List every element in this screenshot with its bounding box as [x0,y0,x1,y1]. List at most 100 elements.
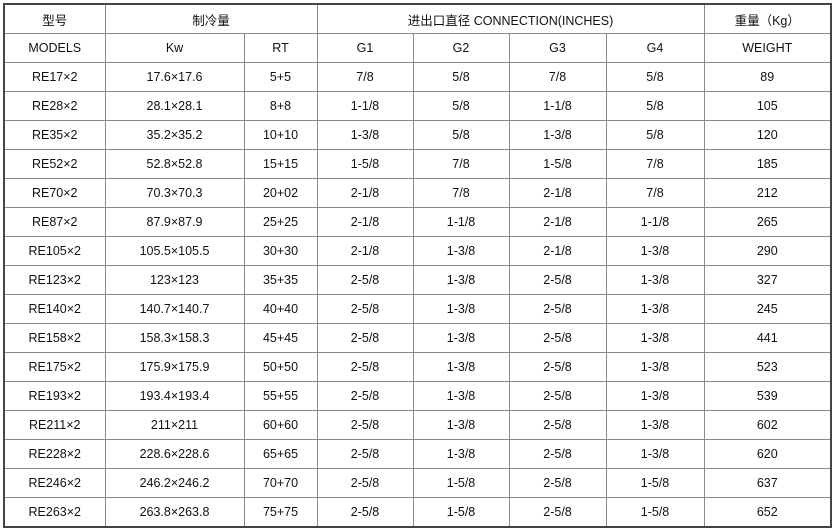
cell-g2: 1-3/8 [412,410,510,440]
cell-model: RE52×2 [3,149,106,179]
cell-g1: 2-1/8 [316,178,414,208]
cell-g4: 1-1/8 [605,207,705,237]
cell-g1: 2-5/8 [316,323,414,353]
header-capacity: 制冷量 [104,3,318,34]
cell-g3: 2-5/8 [508,439,607,469]
cell-g2: 5/8 [412,91,510,121]
cell-kw: 211×211 [104,410,245,440]
cell-weight: 89 [703,62,832,92]
header-g3: G3 [508,33,607,63]
cell-rt: 65+65 [243,439,318,469]
cell-weight: 290 [703,236,832,266]
cell-g1: 7/8 [316,62,414,92]
cell-g1: 1-3/8 [316,120,414,150]
cell-g4: 1-3/8 [605,265,705,295]
table-row: RE105×2 105.5×105.5 30+30 2-1/8 1-3/8 2-1/8 1-… [3,236,832,266]
header-g4: G4 [605,33,705,63]
cell-model: RE211×2 [3,410,106,440]
cell-g2: 1-5/8 [412,497,510,528]
cell-rt: 8+8 [243,91,318,121]
cell-rt: 25+25 [243,207,318,237]
cell-weight: 620 [703,439,832,469]
cell-g2: 1-3/8 [412,323,510,353]
cell-rt: 70+70 [243,468,318,498]
cell-model: RE105×2 [3,236,106,266]
cell-g4: 5/8 [605,91,705,121]
cell-weight: 120 [703,120,832,150]
cell-kw: 175.9×175.9 [104,352,245,382]
cell-weight: 212 [703,178,832,208]
cell-weight: 441 [703,323,832,353]
cell-kw: 246.2×246.2 [104,468,245,498]
cell-g1: 1-5/8 [316,149,414,179]
cell-g1: 2-5/8 [316,265,414,295]
table-row: RE211×2 211×211 60+60 2-5/8 1-3/8 2-5/8 1-3/8 6… [3,410,832,440]
cell-kw: 140.7×140.7 [104,294,245,324]
cell-weight: 539 [703,381,832,411]
cell-model: RE158×2 [3,323,106,353]
cell-g3: 2-5/8 [508,323,607,353]
cell-model: RE140×2 [3,294,106,324]
cell-kw: 70.3×70.3 [104,178,245,208]
header-g1: G1 [316,33,414,63]
cell-g3: 7/8 [508,62,607,92]
cell-rt: 35+35 [243,265,318,295]
cell-kw: 193.4×193.4 [104,381,245,411]
header-weight-cn: 重量（Kg） [703,3,832,34]
cell-weight: 245 [703,294,832,324]
cell-g1: 2-1/8 [316,207,414,237]
cell-g2: 5/8 [412,120,510,150]
cell-g2: 1-3/8 [412,236,510,266]
cell-rt: 60+60 [243,410,318,440]
cell-g4: 1-3/8 [605,439,705,469]
table-row: RE263×2 263.8×263.8 75+75 2-5/8 1-5/8 2-5/8 1-… [3,497,832,528]
cell-model: RE87×2 [3,207,106,237]
cell-g2: 1-3/8 [412,439,510,469]
cell-g4: 1-3/8 [605,410,705,440]
cell-model: RE246×2 [3,468,106,498]
cell-weight: 523 [703,352,832,382]
header-row-1: 型号 制冷量 进出口直径 CONNECTION(INCHES) 重量（Kg） [3,3,832,34]
cell-g3: 1-3/8 [508,120,607,150]
cell-g4: 7/8 [605,178,705,208]
cell-g3: 1-1/8 [508,91,607,121]
table-row: RE175×2 175.9×175.9 50+50 2-5/8 1-3/8 2-5/8 1-… [3,352,832,382]
cell-rt: 10+10 [243,120,318,150]
cell-rt: 75+75 [243,497,318,528]
table-row: RE70×2 70.3×70.3 20+02 2-1/8 7/8 2-1/8 7/8 212 [3,178,832,208]
cell-g3: 2-5/8 [508,352,607,382]
cell-model: RE28×2 [3,91,106,121]
cell-g4: 1-3/8 [605,381,705,411]
table-row: RE246×2 246.2×246.2 70+70 2-5/8 1-5/8 2-5/8 1-… [3,468,832,498]
cell-g1: 2-5/8 [316,352,414,382]
cell-g3: 2-5/8 [508,497,607,528]
cell-kw: 228.6×228.6 [104,439,245,469]
cell-g1: 2-5/8 [316,439,414,469]
cell-g1: 2-5/8 [316,497,414,528]
cell-g2: 1-3/8 [412,381,510,411]
header-weight-en: WEIGHT [703,33,832,63]
cell-model: RE123×2 [3,265,106,295]
cell-kw: 17.6×17.6 [104,62,245,92]
cell-g2: 7/8 [412,178,510,208]
table-row: RE28×2 28.1×28.1 8+8 1-1/8 5/8 1-1/8 5/8 105 [3,91,832,121]
cell-model: RE263×2 [3,497,106,528]
table-row: RE35×2 35.2×35.2 10+10 1-3/8 5/8 1-3/8 5/8 120 [3,120,832,150]
cell-g3: 2-5/8 [508,410,607,440]
cell-g1: 2-5/8 [316,381,414,411]
cell-rt: 20+02 [243,178,318,208]
cell-g2: 1-1/8 [412,207,510,237]
cell-weight: 327 [703,265,832,295]
cell-weight: 185 [703,149,832,179]
cell-g2: 1-3/8 [412,294,510,324]
cell-weight: 652 [703,497,832,528]
cell-kw: 105.5×105.5 [104,236,245,266]
table-row: RE17×2 17.6×17.6 5+5 7/8 5/8 7/8 5/8 89 [3,62,832,92]
cell-model: RE35×2 [3,120,106,150]
cell-kw: 123×123 [104,265,245,295]
cell-g3: 2-5/8 [508,381,607,411]
cell-g1: 1-1/8 [316,91,414,121]
cell-model: RE70×2 [3,178,106,208]
cell-g4: 7/8 [605,149,705,179]
cell-g2: 1-3/8 [412,265,510,295]
